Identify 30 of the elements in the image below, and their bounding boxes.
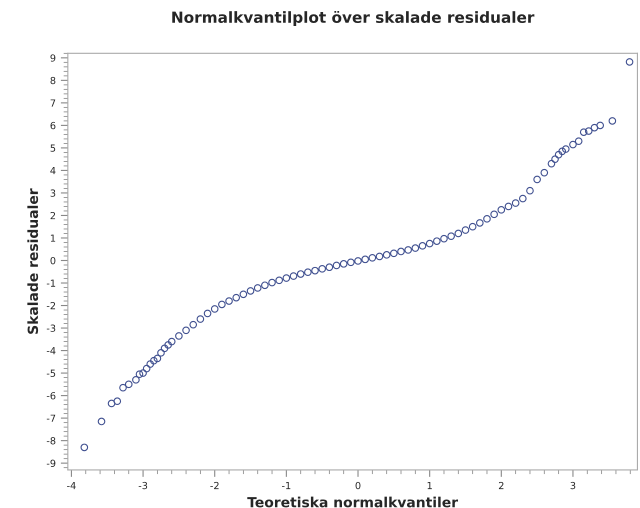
y-tick-label: -7 xyxy=(46,414,56,422)
chart-title: Normalkvantilplot över skalade residualer xyxy=(172,10,534,26)
y-tick-label: 0 xyxy=(50,256,56,264)
x-tick-label: 2 xyxy=(498,482,504,490)
y-tick-label: 8 xyxy=(50,76,56,84)
y-tick-label: 1 xyxy=(50,234,56,242)
x-tick-label: -3 xyxy=(138,482,148,490)
x-tick-label: -1 xyxy=(282,482,290,490)
y-axis-title: Skalade residualer xyxy=(27,188,38,334)
y-tick-label: -2 xyxy=(46,302,56,310)
y-tick-label: -9 xyxy=(46,460,56,467)
y-tick-label: 4 xyxy=(50,167,56,174)
y-tick-label: -5 xyxy=(46,370,56,377)
y-tick-label: -1 xyxy=(46,280,56,287)
y-tick-label: 9 xyxy=(50,54,56,62)
y-tick-label: 3 xyxy=(50,189,56,197)
x-tick-label: 3 xyxy=(570,482,576,490)
y-tick-label: -4 xyxy=(46,347,56,354)
x-tick-label: 0 xyxy=(356,482,360,490)
y-tick-label: 5 xyxy=(50,144,56,152)
y-tick-label: -8 xyxy=(46,437,56,444)
x-tick-label: 1 xyxy=(428,482,432,490)
y-tick-label: 7 xyxy=(50,99,56,107)
x-tick-label: -4 xyxy=(67,482,76,490)
y-tick-label: 2 xyxy=(50,212,56,220)
y-tick-label: -6 xyxy=(46,392,56,400)
y-tick-label: -3 xyxy=(46,324,56,332)
x-tick-label: -2 xyxy=(210,482,219,490)
y-tick-label: 6 xyxy=(50,122,56,130)
x-axis-title: Teoretiska normalkvantiler xyxy=(247,496,458,508)
